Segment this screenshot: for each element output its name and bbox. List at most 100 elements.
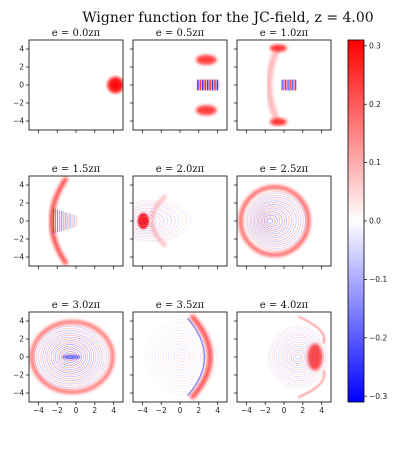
ring <box>144 319 220 395</box>
arc-band <box>150 194 167 248</box>
panel-title: e = 0.0zπ <box>52 28 101 39</box>
x-tick-label: −4 <box>137 406 148 415</box>
outer-arc <box>189 313 213 401</box>
ring <box>36 327 105 387</box>
y-tick-label: −4 <box>13 389 24 398</box>
ring <box>265 216 276 226</box>
panel-2: e = 0.5zπ <box>130 28 228 133</box>
colorbar-ticks: 0.3 0.2 0.1 0.0 −0.1 −0.2 −0.3 <box>364 41 387 401</box>
wigner-heatmap <box>238 185 311 257</box>
arc-band <box>265 45 282 125</box>
ring <box>48 338 93 376</box>
y-tick-label: 0 <box>19 353 24 362</box>
ring <box>261 211 283 231</box>
ring <box>168 343 196 371</box>
colorbar-tick-label: −0.2 <box>369 333 387 342</box>
ring <box>254 202 295 240</box>
ring <box>152 327 212 387</box>
wigner-heatmap <box>195 54 221 116</box>
ring <box>248 195 304 248</box>
ring <box>133 202 184 240</box>
ring <box>246 193 306 249</box>
ring <box>288 347 308 367</box>
panel-5: e = 2.0zπ <box>130 164 228 269</box>
ring <box>266 218 274 224</box>
colorbar-tick-label: 0.1 <box>369 158 381 167</box>
ring <box>252 200 297 242</box>
x-tick-label: 0 <box>282 406 287 415</box>
ring <box>34 326 107 388</box>
x-tick-label: 2 <box>92 406 97 415</box>
ring <box>272 330 324 384</box>
ring <box>155 330 209 384</box>
ring <box>40 331 101 383</box>
ring <box>170 346 193 368</box>
ring <box>286 345 310 369</box>
wigner-heatmap <box>265 44 297 126</box>
arc-band-upper <box>297 315 326 344</box>
panel-background <box>133 312 227 402</box>
ring <box>165 341 199 373</box>
ring <box>276 335 320 379</box>
ring <box>245 191 309 251</box>
x-tick-label: 4 <box>215 406 220 415</box>
ring <box>259 209 285 233</box>
ring <box>160 335 204 379</box>
outer-ring <box>30 320 115 394</box>
ring <box>139 217 150 225</box>
ring <box>157 332 207 382</box>
ring <box>274 332 322 382</box>
lobe-lower <box>269 118 287 126</box>
ring <box>292 352 304 362</box>
core-peak <box>61 354 81 360</box>
ring <box>268 326 329 388</box>
y-tick-label: 2 <box>19 63 24 72</box>
panel-6: e = 2.5zπ <box>234 164 332 269</box>
x-tick-label: 2 <box>196 406 201 415</box>
lobe-upper <box>195 54 217 65</box>
x-tick-label: 0 <box>74 406 79 415</box>
ring <box>133 201 187 241</box>
colorbar-tick-label: −0.1 <box>369 275 387 284</box>
x-tick-label: −2 <box>260 406 271 415</box>
y-tick-label: −2 <box>13 99 24 108</box>
lobe-lower <box>195 105 217 116</box>
ring <box>282 341 314 373</box>
ring <box>32 324 109 390</box>
x-tick-label: −4 <box>33 406 44 415</box>
ring <box>46 336 95 378</box>
x-tick-label: −2 <box>156 406 167 415</box>
panel-title: e = 1.5zπ <box>52 164 101 175</box>
y-tick-label: −2 <box>13 371 24 380</box>
x-tick-label: 4 <box>111 406 116 415</box>
wigner-heatmap <box>133 194 191 248</box>
panel-background <box>29 176 123 266</box>
y-tick-label: 4 <box>19 317 24 326</box>
ring <box>173 349 191 365</box>
ring <box>163 338 201 376</box>
ring <box>136 215 154 227</box>
panel-title: e = 3.5zπ <box>156 300 205 311</box>
arc-band-lower <box>297 370 326 399</box>
ring <box>263 214 278 228</box>
ring <box>58 347 82 367</box>
wigner-heatmap <box>105 74 123 96</box>
ring <box>52 342 89 372</box>
panel-background <box>237 176 331 266</box>
panel-title: e = 3.0zπ <box>52 300 101 311</box>
colorbar-tick-label: 0.0 <box>369 217 381 226</box>
ring <box>56 345 84 369</box>
y-tick-label: −4 <box>13 253 24 262</box>
ring <box>133 206 176 236</box>
x-tick-label: 2 <box>300 406 305 415</box>
panel-7: −4 −4 −2 −2 0 0 2 2 4 4 e = 3.0zπ <box>13 300 124 415</box>
colorbar: 0.3 0.2 0.1 0.0 −0.1 −0.2 −0.3 <box>347 39 387 403</box>
ring <box>149 324 214 390</box>
ring <box>42 333 99 381</box>
panel-3: e = 1.0zπ <box>234 28 332 133</box>
panel-9: −4 −2 0 2 4 e = 4.0zπ <box>234 300 332 415</box>
ring <box>280 339 316 375</box>
ring <box>133 207 172 235</box>
ring <box>294 354 302 360</box>
